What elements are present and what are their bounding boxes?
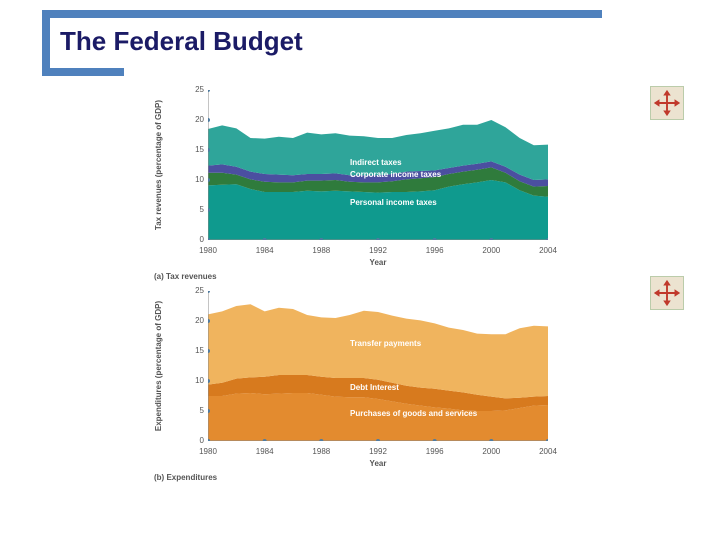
series-label: Corporate income taxes	[350, 170, 441, 179]
x-tick-label: 1988	[307, 447, 335, 456]
y-tick-label: 15	[186, 346, 204, 355]
move-handle-icon[interactable]	[650, 276, 684, 310]
x-tick-label: 2000	[477, 447, 505, 456]
series-label: Indirect taxes	[350, 158, 402, 167]
y-axis-label: Expenditures (percentage of GDP)	[154, 291, 163, 441]
x-tick-label: 1980	[194, 246, 222, 255]
page-title: The Federal Budget	[60, 26, 303, 57]
x-tick-label: 1984	[251, 447, 279, 456]
x-tick-label: 1996	[421, 447, 449, 456]
x-tick-label: 2004	[534, 246, 562, 255]
x-tick-label: 1992	[364, 246, 392, 255]
y-tick-label: 10	[186, 376, 204, 385]
chart-tax-revenues: Tax revenues (percentage of GDP) Year (a…	[150, 90, 580, 285]
y-tick-label: 5	[186, 205, 204, 214]
x-tick-label: 1980	[194, 447, 222, 456]
y-tick-label: 15	[186, 145, 204, 154]
y-tick-label: 25	[186, 85, 204, 94]
y-tick-label: 20	[186, 316, 204, 325]
y-tick-label: 10	[186, 175, 204, 184]
x-tick-label: 1988	[307, 246, 335, 255]
x-axis-label: Year	[208, 258, 548, 267]
y-tick-label: 5	[186, 406, 204, 415]
y-tick-label: 20	[186, 115, 204, 124]
x-tick-label: 2004	[534, 447, 562, 456]
x-axis-label: Year	[208, 459, 548, 468]
series-label: Transfer payments	[350, 339, 421, 348]
x-tick-label: 1992	[364, 447, 392, 456]
y-axis-label: Tax revenues (percentage of GDP)	[154, 90, 163, 240]
series-label: Purchases of goods and services	[350, 409, 477, 418]
series-label: Debt Interest	[350, 383, 399, 392]
series-label: Social security taxes	[350, 124, 429, 133]
chart-caption: (b) Expenditures	[154, 473, 217, 482]
move-handle-icon[interactable]	[650, 86, 684, 120]
x-tick-label: 1996	[421, 246, 449, 255]
chart-b-plot	[208, 291, 548, 441]
chart-expenditures: Expenditures (percentage of GDP) Year (b…	[150, 291, 580, 496]
header-bar	[42, 10, 602, 18]
y-tick-label: 0	[186, 436, 204, 445]
corner-bracket-horizontal	[42, 68, 124, 76]
y-tick-label: 0	[186, 235, 204, 244]
chart-caption: (a) Tax revenues	[154, 272, 217, 281]
series-label: Personal income taxes	[350, 198, 437, 207]
x-tick-label: 1984	[251, 246, 279, 255]
y-tick-label: 25	[186, 286, 204, 295]
x-tick-label: 2000	[477, 246, 505, 255]
charts-container: Tax revenues (percentage of GDP) Year (a…	[150, 90, 580, 496]
